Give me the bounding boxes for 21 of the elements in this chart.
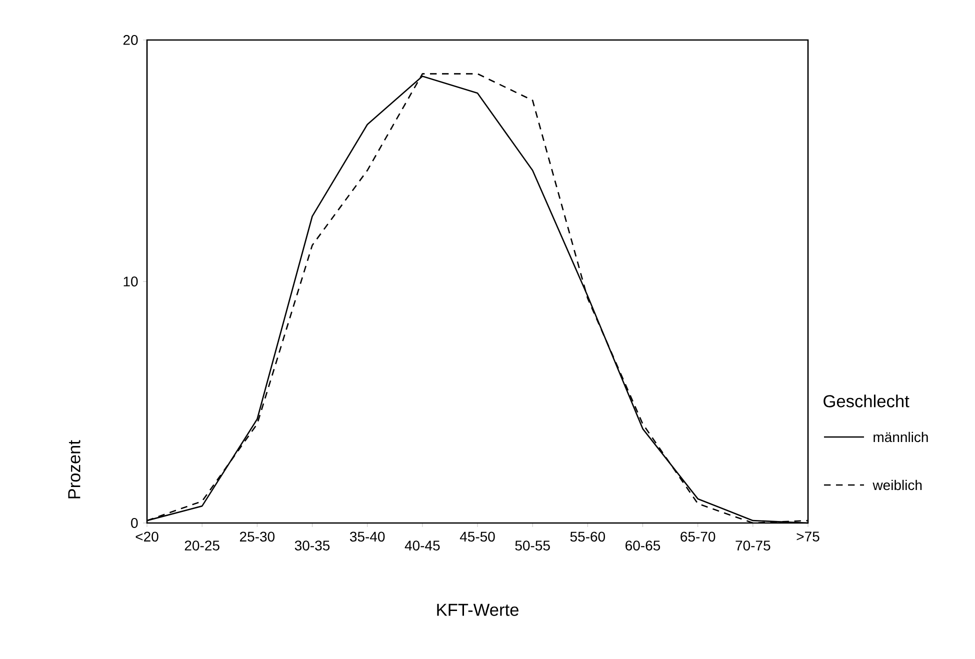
x-tick-label: 65-70 xyxy=(680,532,716,542)
legend-label: männlich xyxy=(874,432,928,442)
x-tick-label: >75 xyxy=(796,532,820,542)
x-tick-label: 70-75 xyxy=(736,540,770,551)
y-tick-label: 0 xyxy=(131,518,138,528)
x-tick-label: 45-50 xyxy=(460,532,495,542)
x-tick-label: 50-55 xyxy=(515,540,550,551)
x-tick-label: 25-30 xyxy=(240,532,275,542)
y-tick-label: 10 xyxy=(124,276,138,286)
legend-label: weiblich xyxy=(872,480,922,490)
x-tick-label: 40-45 xyxy=(404,540,440,551)
legend-title: Geschlecht xyxy=(824,394,910,408)
x-tick-label: 60-65 xyxy=(626,540,660,551)
x-tick-label: <20 xyxy=(136,532,158,542)
x-tick-label: 55-60 xyxy=(570,532,606,542)
y-tick-label: 20 xyxy=(123,35,138,45)
x-tick-label: 35-40 xyxy=(350,532,385,542)
x-tick-label: 20-25 xyxy=(184,540,220,551)
x-axis-title: KFT-Werte xyxy=(437,604,518,616)
x-tick-label: 30-35 xyxy=(294,540,330,551)
y-axis-title: Prozent xyxy=(68,440,80,498)
